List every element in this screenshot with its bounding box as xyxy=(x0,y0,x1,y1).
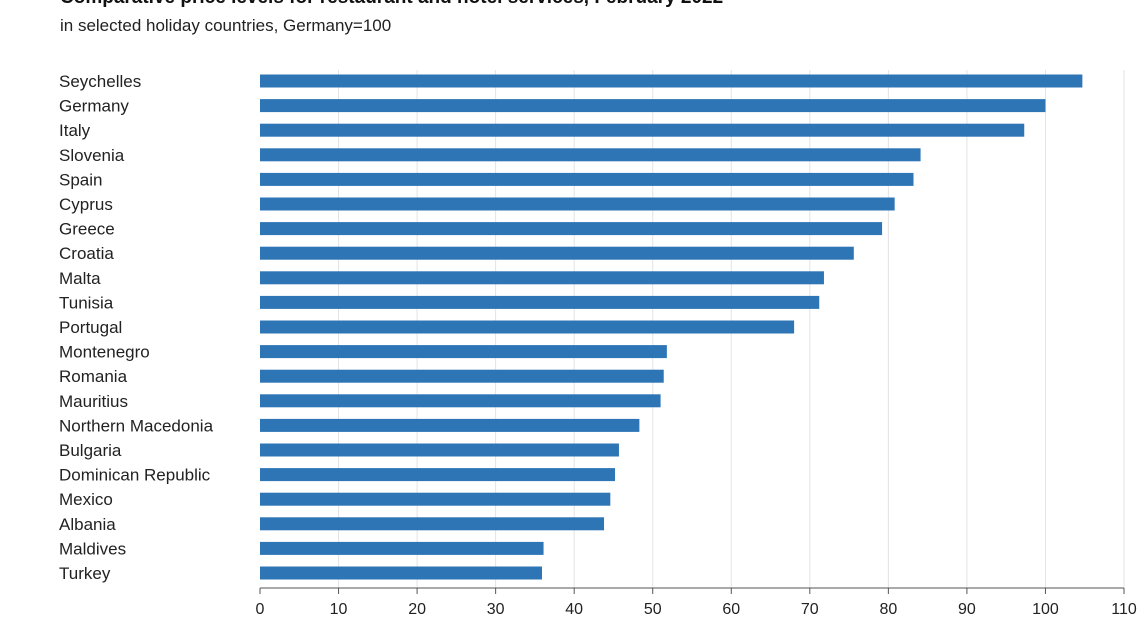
bar-romania xyxy=(260,369,664,383)
category-label: Cyprus xyxy=(59,195,113,214)
category-label: Croatia xyxy=(59,244,114,263)
category-label: Bulgaria xyxy=(59,441,122,460)
category-label: Italy xyxy=(59,121,91,140)
bar-mexico xyxy=(260,492,611,506)
x-tick-label: 40 xyxy=(565,601,583,618)
x-tick-label: 0 xyxy=(256,601,265,618)
x-tick-label: 100 xyxy=(1032,601,1059,618)
bar-bulgaria xyxy=(260,443,619,457)
x-tick-label: 50 xyxy=(644,601,662,618)
x-axis: 0 10 20 30 40 50 60 70 80 90 100 110 xyxy=(256,587,1137,618)
category-label: Romania xyxy=(59,367,128,386)
category-label: Malta xyxy=(59,269,101,288)
bar-montenegro xyxy=(260,345,667,359)
category-label: Seychelles xyxy=(59,72,141,91)
bar-northern-macedonia xyxy=(260,418,640,432)
x-tick-label: 10 xyxy=(330,601,348,618)
chart-title: Comparative price levels for restaurant … xyxy=(60,0,723,9)
bar-greece xyxy=(260,222,883,236)
bar-tunisia xyxy=(260,295,820,309)
category-label: Spain xyxy=(59,170,102,189)
category-label: Maldives xyxy=(59,539,126,558)
bar-dominican-republic xyxy=(260,468,616,482)
bar-germany xyxy=(260,99,1046,113)
bar-cyprus xyxy=(260,197,895,211)
bar-slovenia xyxy=(260,148,921,162)
bar-albania xyxy=(260,517,605,531)
category-labels: Seychelles Germany Italy Slovenia Spain Cypru… xyxy=(59,72,214,583)
category-label: Mexico xyxy=(59,490,113,509)
category-label: Turkey xyxy=(59,564,111,583)
x-tick-label: 90 xyxy=(958,601,976,618)
x-tick-label: 60 xyxy=(722,601,740,618)
bar-spain xyxy=(260,172,914,186)
bar-portugal xyxy=(260,320,795,334)
category-label: Northern Macedonia xyxy=(59,416,214,435)
bar-maldives xyxy=(260,541,544,555)
chart-subtitle: in selected holiday countries, Germany=1… xyxy=(60,16,392,35)
bar-seychelles xyxy=(260,74,1083,88)
bar-croatia xyxy=(260,246,854,260)
x-tick-label: 30 xyxy=(487,601,505,618)
category-label: Tunisia xyxy=(59,293,114,312)
category-label: Portugal xyxy=(59,318,122,337)
bars xyxy=(260,74,1083,580)
category-label: Montenegro xyxy=(59,343,150,362)
category-label: Mauritius xyxy=(59,392,128,411)
x-tick-label: 80 xyxy=(879,601,897,618)
category-label: Germany xyxy=(59,97,129,116)
category-label: Greece xyxy=(59,220,115,239)
category-label: Albania xyxy=(59,515,116,534)
x-tick-label: 20 xyxy=(408,601,426,618)
bar-mauritius xyxy=(260,394,661,408)
bar-malta xyxy=(260,271,824,285)
x-tick-label: 110 xyxy=(1111,601,1137,618)
bar-italy xyxy=(260,123,1025,137)
category-label: Slovenia xyxy=(59,146,125,165)
x-tick-label: 70 xyxy=(801,601,819,618)
bar-turkey xyxy=(260,566,542,580)
category-label: Dominican Republic xyxy=(59,466,211,485)
